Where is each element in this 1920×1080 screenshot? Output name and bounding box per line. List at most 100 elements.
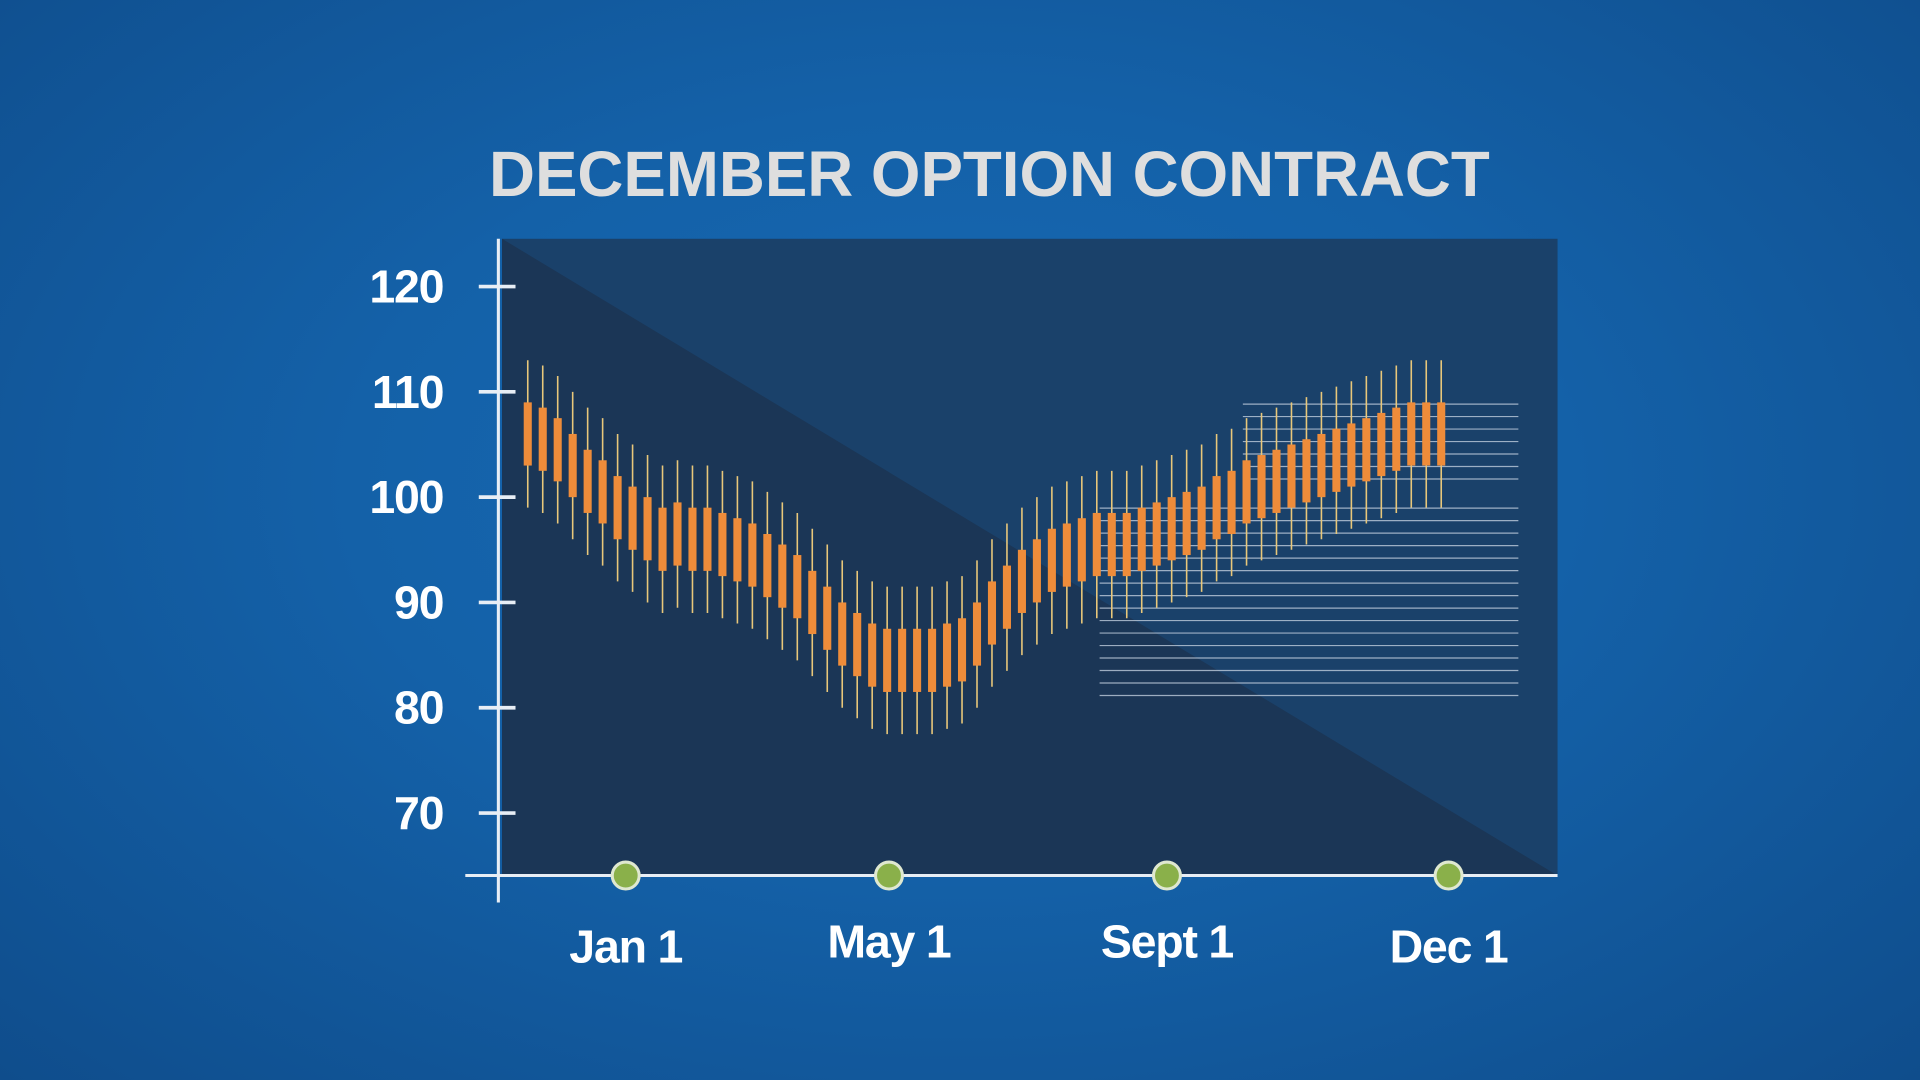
candle xyxy=(523,360,532,508)
candle-body xyxy=(628,486,637,550)
candle-body xyxy=(1062,523,1071,587)
x-tick-label: Jan 1 xyxy=(569,920,682,972)
y-ticks: 120 110 100 90 80 70 xyxy=(369,260,516,839)
candle-body xyxy=(1137,507,1146,571)
candle-body xyxy=(898,628,907,692)
candle xyxy=(1272,407,1281,556)
candle xyxy=(972,560,982,708)
candle-body xyxy=(1362,418,1371,482)
candle-body xyxy=(1242,460,1251,524)
candle-body xyxy=(1317,433,1326,498)
candle xyxy=(643,455,652,603)
candle-body xyxy=(1017,549,1026,613)
candle xyxy=(748,481,757,629)
candle xyxy=(1197,444,1206,592)
candle-body xyxy=(1272,449,1281,513)
candle-body xyxy=(1437,402,1446,466)
candle xyxy=(1407,360,1416,508)
y-tick-label: 80 xyxy=(394,682,443,734)
candle xyxy=(1422,360,1431,508)
chart-title: DECEMBER OPTION CONTRACT xyxy=(489,139,1490,210)
candle xyxy=(883,586,892,735)
candle xyxy=(1137,465,1146,613)
candle xyxy=(1182,449,1191,598)
candle xyxy=(1032,497,1041,645)
x-marker-dot xyxy=(1151,860,1182,891)
candle xyxy=(1302,397,1311,545)
candle xyxy=(808,528,817,677)
candle-body xyxy=(838,602,847,666)
candle xyxy=(598,418,607,566)
candle xyxy=(583,407,592,556)
candle xyxy=(853,570,862,719)
candle xyxy=(1167,455,1176,603)
candle-body xyxy=(913,628,922,692)
candle xyxy=(1002,523,1011,671)
candle-body xyxy=(1227,470,1236,534)
candle xyxy=(1377,370,1386,519)
candle xyxy=(538,365,547,513)
candle-body xyxy=(1167,497,1176,561)
candle-body xyxy=(1092,512,1101,577)
x-marker-dot xyxy=(873,860,904,891)
candle xyxy=(628,444,637,592)
candle-body xyxy=(703,507,712,571)
candle xyxy=(1017,507,1026,656)
candle xyxy=(1227,428,1236,577)
candle xyxy=(1212,433,1221,582)
candle-body xyxy=(868,623,877,687)
candle-body xyxy=(613,476,622,540)
candle-body xyxy=(658,507,667,571)
candle-body xyxy=(1422,402,1431,466)
candle-body xyxy=(1047,528,1056,592)
candle-body xyxy=(883,628,892,692)
candle xyxy=(1332,386,1341,535)
candle-body xyxy=(718,512,727,577)
candle-body xyxy=(1257,455,1266,519)
candle xyxy=(733,476,742,624)
candle-body xyxy=(1122,512,1131,577)
candle xyxy=(838,560,847,708)
candle-body xyxy=(1392,407,1401,471)
x-marker-dot xyxy=(610,860,641,891)
candle-body xyxy=(1152,502,1161,566)
candle xyxy=(823,544,832,692)
candle-body xyxy=(1407,402,1416,466)
candle-body xyxy=(523,402,532,466)
candle-body xyxy=(568,433,577,498)
candle-body xyxy=(1002,565,1011,629)
candle-body xyxy=(1107,512,1116,577)
candle-body xyxy=(1287,444,1296,508)
candle-body xyxy=(673,502,682,566)
x-ticks: Jan 1 May 1 Sept 1 Dec 1 xyxy=(569,860,1509,972)
candle xyxy=(673,460,682,608)
candle xyxy=(688,465,697,613)
candle-body xyxy=(1377,412,1386,477)
candle xyxy=(1362,376,1371,524)
candle-body xyxy=(733,518,742,582)
candle xyxy=(703,465,712,613)
candle xyxy=(1287,402,1296,550)
candle-body xyxy=(598,460,607,524)
candle-body xyxy=(1077,518,1086,582)
candle-body xyxy=(793,555,802,619)
candle-body xyxy=(1212,476,1221,540)
x-tick-label: Sept 1 xyxy=(1101,916,1234,968)
candle xyxy=(1317,391,1326,540)
candle-body xyxy=(763,534,772,598)
candle-body xyxy=(583,449,592,513)
candle xyxy=(1107,470,1116,619)
candle xyxy=(613,433,622,582)
y-tick-label: 100 xyxy=(369,471,443,523)
candle xyxy=(763,491,772,640)
candle-body xyxy=(943,623,952,687)
candle-body xyxy=(808,570,817,635)
y-tick-label: 120 xyxy=(369,260,443,312)
y-tick-label: 70 xyxy=(394,787,443,839)
candle xyxy=(1347,381,1356,529)
candle-body xyxy=(853,612,862,677)
candle-body xyxy=(928,628,937,692)
candle xyxy=(658,465,667,613)
candle xyxy=(553,376,562,524)
x-tick-label: May 1 xyxy=(827,916,951,968)
